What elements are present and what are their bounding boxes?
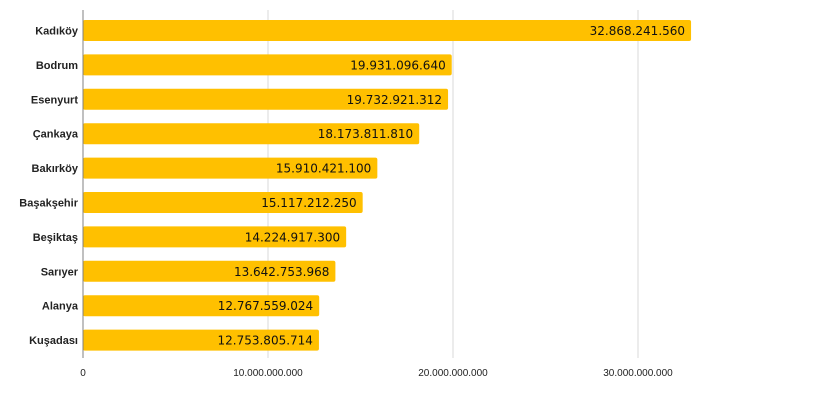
- bar-9: [83, 329, 319, 351]
- category-label-5: Başakşehir: [19, 198, 78, 210]
- category-label-0: Kadıköy: [35, 26, 79, 38]
- data-label-6: 14.224.917.300: [245, 230, 340, 244]
- category-label-8: Alanya: [42, 301, 79, 313]
- bar-3: [83, 123, 420, 145]
- data-label-5: 15.117.212.250: [261, 196, 356, 210]
- category-label-2: Esenyurt: [31, 94, 78, 106]
- data-label-3: 18.173.811.810: [318, 127, 413, 141]
- bars: [83, 20, 692, 351]
- category-label-3: Çankaya: [33, 129, 79, 141]
- category-label-4: Bakırköy: [32, 163, 79, 175]
- data-labels: 32.868.241.560 19.931.096.640 19.732.921.3…: [218, 24, 686, 348]
- data-label-7: 13.642.753.968: [234, 265, 329, 279]
- bar-0: [83, 20, 692, 41]
- data-label-9: 12.753.805.714: [218, 334, 313, 348]
- category-label-9: Kuşadası: [29, 335, 78, 347]
- category-labels: Kadıköy Bodrum Esenyurt Çankaya Bakırköy Başa…: [19, 26, 79, 348]
- data-label-8: 12.767.559.024: [218, 299, 313, 313]
- bar-5: [83, 192, 363, 213]
- bar-7: [83, 260, 336, 282]
- category-label-6: Beşiktaş: [33, 232, 78, 244]
- x-tick-label-1: 10.000.000.000: [233, 368, 303, 379]
- x-tick-label-2: 20.000.000.000: [418, 368, 488, 379]
- data-label-1: 19.931.096.640: [350, 58, 445, 72]
- data-label-4: 15.910.421.100: [276, 162, 371, 176]
- bar-6: [83, 226, 347, 248]
- x-tick-label-3: 30.000.000.000: [603, 368, 673, 379]
- x-tick-labels: 0 10.000.000.000 20.000.000.000 30.000.000.…: [80, 368, 673, 379]
- bar-2: [83, 88, 449, 110]
- bar-4: [83, 157, 378, 179]
- category-label-1: Bodrum: [36, 60, 78, 72]
- data-label-2: 19.732.921.312: [347, 93, 442, 107]
- data-label-0: 32.868.241.560: [590, 24, 685, 38]
- bar-8: [83, 295, 320, 317]
- bar-1: [83, 54, 452, 76]
- category-label-7: Sarıyer: [41, 266, 79, 278]
- x-tick-label-0: 0: [80, 368, 86, 379]
